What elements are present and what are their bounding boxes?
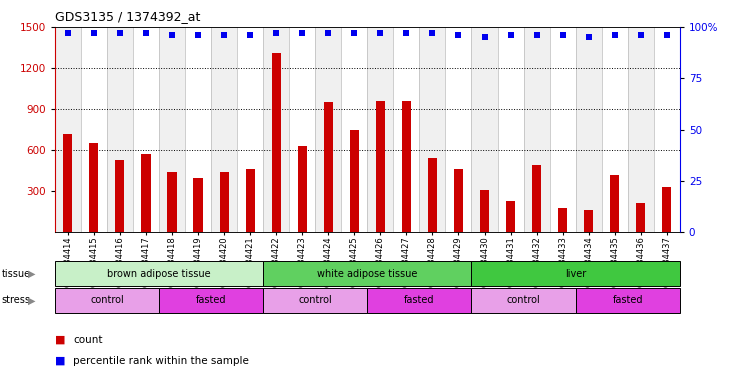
- Text: stress: stress: [1, 295, 31, 306]
- Bar: [662, 187, 671, 232]
- Bar: [532, 165, 541, 232]
- Bar: [324, 102, 333, 232]
- Bar: [107, 27, 133, 232]
- Bar: [64, 134, 72, 232]
- Text: liver: liver: [565, 268, 586, 279]
- Point: [635, 32, 647, 38]
- Bar: [558, 209, 567, 232]
- Bar: [480, 190, 489, 232]
- Text: ▶: ▶: [28, 268, 35, 279]
- Bar: [272, 53, 281, 232]
- Point: [192, 32, 204, 38]
- Bar: [523, 27, 550, 232]
- Bar: [471, 27, 498, 232]
- Bar: [115, 160, 124, 232]
- Bar: [393, 27, 420, 232]
- Bar: [211, 27, 237, 232]
- Bar: [602, 27, 628, 232]
- Bar: [636, 203, 645, 232]
- Bar: [584, 210, 594, 232]
- Point: [479, 34, 491, 40]
- Bar: [167, 172, 177, 232]
- Bar: [185, 27, 211, 232]
- Bar: [219, 172, 229, 232]
- Bar: [263, 27, 289, 232]
- Text: percentile rank within the sample: percentile rank within the sample: [73, 356, 249, 366]
- Text: fasted: fasted: [196, 295, 227, 306]
- Text: ■: ■: [55, 335, 65, 345]
- Text: control: control: [298, 295, 332, 306]
- Bar: [445, 27, 471, 232]
- Text: count: count: [73, 335, 102, 345]
- Bar: [237, 27, 263, 232]
- Bar: [428, 158, 437, 232]
- Point: [114, 30, 126, 36]
- Bar: [349, 130, 359, 232]
- Bar: [55, 27, 81, 232]
- Bar: [159, 27, 185, 232]
- Bar: [315, 27, 341, 232]
- Bar: [133, 27, 159, 232]
- Point: [661, 32, 673, 38]
- Bar: [420, 27, 445, 232]
- Text: GDS3135 / 1374392_at: GDS3135 / 1374392_at: [55, 10, 200, 23]
- Bar: [376, 101, 385, 232]
- Bar: [367, 27, 393, 232]
- Text: control: control: [507, 295, 540, 306]
- Bar: [298, 146, 307, 232]
- Point: [401, 30, 412, 36]
- Bar: [498, 27, 523, 232]
- Bar: [89, 143, 99, 232]
- Bar: [81, 27, 107, 232]
- Bar: [141, 154, 151, 232]
- Point: [62, 30, 74, 36]
- Text: white adipose tissue: white adipose tissue: [317, 268, 417, 279]
- Text: brown adipose tissue: brown adipose tissue: [107, 268, 211, 279]
- Text: tissue: tissue: [1, 268, 31, 279]
- Bar: [628, 27, 654, 232]
- Point: [166, 32, 178, 38]
- Bar: [654, 27, 680, 232]
- Bar: [402, 101, 411, 232]
- Bar: [289, 27, 315, 232]
- Point: [322, 30, 334, 36]
- Point: [583, 34, 594, 40]
- Point: [504, 32, 516, 38]
- Point: [609, 32, 621, 38]
- Text: ▶: ▶: [28, 295, 35, 306]
- Bar: [454, 169, 463, 232]
- Text: control: control: [90, 295, 124, 306]
- Text: fasted: fasted: [404, 295, 435, 306]
- Bar: [506, 201, 515, 232]
- Bar: [341, 27, 367, 232]
- Point: [219, 32, 230, 38]
- Bar: [550, 27, 575, 232]
- Point: [244, 32, 256, 38]
- Point: [296, 30, 308, 36]
- Point: [349, 30, 360, 36]
- Bar: [246, 169, 254, 232]
- Point: [88, 30, 99, 36]
- Point: [531, 32, 542, 38]
- Point: [140, 30, 152, 36]
- Text: fasted: fasted: [613, 295, 643, 306]
- Point: [374, 30, 386, 36]
- Bar: [610, 175, 619, 232]
- Point: [557, 32, 569, 38]
- Bar: [575, 27, 602, 232]
- Bar: [194, 177, 202, 232]
- Point: [270, 30, 282, 36]
- Point: [427, 30, 439, 36]
- Text: ■: ■: [55, 356, 65, 366]
- Point: [452, 32, 464, 38]
